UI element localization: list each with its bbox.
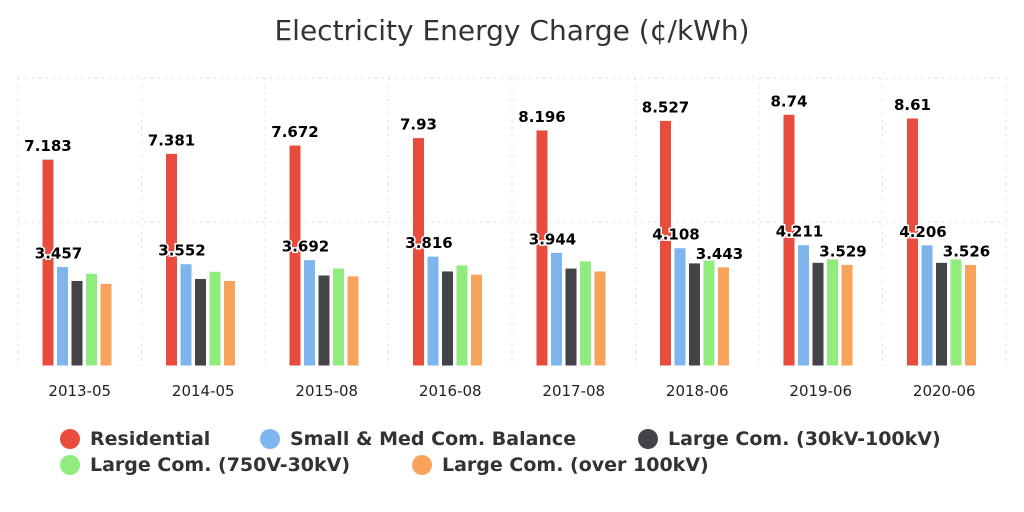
bar (41, 158, 55, 367)
x-tick-label: 2020-06 (913, 382, 976, 400)
legend-item[interactable]: Residential (60, 428, 210, 450)
bar (165, 152, 178, 367)
x-tick-label: 2014-05 (172, 382, 235, 400)
bar (194, 277, 207, 367)
legend-label: Large Com. (750V-30kV) (90, 454, 351, 476)
bar (317, 274, 331, 367)
x-tick-label: 2016-08 (419, 382, 482, 400)
bar (346, 275, 360, 367)
data-label: 3.692 (282, 238, 329, 256)
data-label: 7.672 (271, 123, 318, 141)
bar (688, 262, 701, 367)
bar (441, 270, 454, 367)
bar (426, 255, 440, 367)
data-label: 4.206 (899, 223, 946, 241)
bar (288, 144, 302, 367)
x-tick-label: 2017-08 (542, 382, 605, 400)
x-tick-label: 2015-08 (295, 382, 358, 400)
bar (702, 259, 716, 367)
legend-label: Small & Med Com. Balance (290, 428, 577, 450)
data-label: 3.944 (529, 230, 576, 248)
bar (717, 266, 730, 367)
x-tick-label: 2019-06 (789, 382, 852, 400)
x-tick-label: 2018-06 (666, 382, 729, 400)
bar (564, 267, 578, 367)
legend-marker-icon (412, 455, 432, 475)
bar (550, 251, 563, 367)
bar (659, 119, 672, 367)
data-label: 3.457 (35, 244, 82, 262)
legend-item[interactable]: Small & Med Com. Balance (260, 428, 576, 450)
legend-item[interactable]: Large Com. (30kV-100kV) (638, 428, 941, 450)
legend-item[interactable]: Large Com. (over 100kV) (412, 454, 709, 476)
legend-marker-icon (60, 455, 80, 475)
data-label: 8.527 (642, 98, 689, 116)
bar (593, 270, 607, 367)
data-label: 3.552 (158, 242, 205, 260)
data-label: 3.529 (819, 242, 866, 260)
data-label: 3.526 (943, 242, 990, 260)
bar (782, 113, 796, 367)
bar (208, 270, 222, 367)
legend-label: Residential (90, 428, 211, 450)
bar (840, 263, 854, 367)
legend-marker-icon (260, 429, 280, 449)
legend-label: Large Com. (over 100kV) (442, 454, 709, 476)
bar (579, 260, 592, 367)
bar-chart: 2013-05 7.183 3.457 2014-05 7.381 3.552 2015-0… (17, 77, 1007, 400)
bar (99, 282, 113, 367)
legend-item[interactable]: Large Com. (750V-30kV) (60, 454, 350, 476)
bar (920, 244, 934, 367)
data-label: 3.443 (696, 245, 743, 263)
bar (56, 265, 69, 367)
data-label: 8.196 (518, 108, 565, 126)
bar (223, 279, 236, 367)
bar (949, 258, 963, 367)
bar (797, 244, 810, 367)
legend-marker-icon (60, 429, 80, 449)
bar (964, 263, 977, 367)
legend-label: Large Com. (30kV-100kV) (668, 428, 941, 450)
data-label: 7.381 (148, 131, 195, 149)
bar (179, 263, 193, 367)
bar (826, 258, 839, 367)
bar (332, 267, 345, 367)
data-label: 8.61 (894, 96, 931, 114)
bar (303, 259, 316, 367)
data-label: 4.108 (652, 226, 699, 244)
bar (906, 117, 919, 367)
bar (935, 261, 948, 367)
data-label: 3.816 (405, 234, 452, 252)
bar (412, 137, 425, 367)
chart-title: Electricity Energy Charge (¢/kWh) (274, 14, 750, 47)
bar (70, 279, 84, 367)
data-label: 7.183 (24, 137, 71, 155)
legend-marker-icon (638, 429, 658, 449)
x-tick-label: 2013-05 (48, 382, 111, 400)
data-label: 8.74 (770, 92, 807, 110)
data-label: 4.211 (776, 223, 823, 241)
bar (535, 129, 549, 367)
data-label: 7.93 (400, 116, 437, 134)
bar (85, 272, 98, 367)
bar (811, 261, 825, 367)
bar (455, 264, 469, 367)
bar (470, 273, 483, 367)
bar (673, 247, 687, 367)
